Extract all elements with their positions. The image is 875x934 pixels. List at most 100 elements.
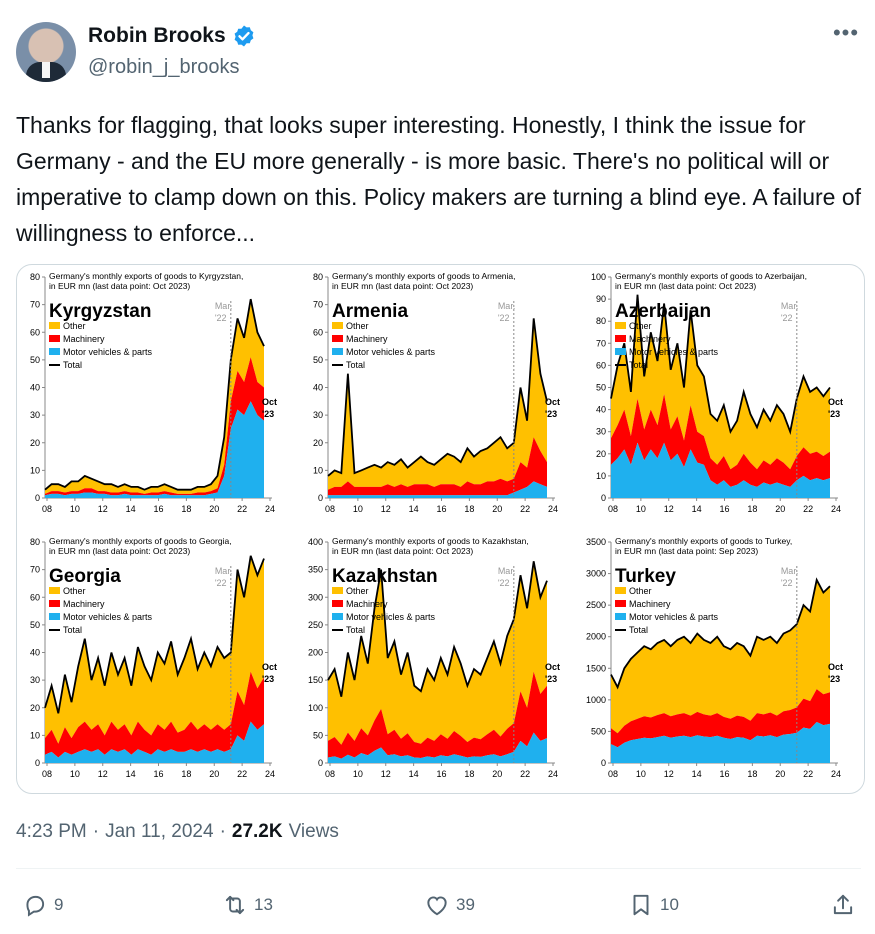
chart-title: Germany's monthly exports of goods to Ar… <box>332 271 516 281</box>
x-tick-label: 22 <box>520 769 530 779</box>
y-tick-label: 500 <box>591 726 606 736</box>
machinery-area <box>328 671 547 759</box>
x-tick-label: 18 <box>464 769 474 779</box>
x-tick-label: 08 <box>608 769 618 779</box>
y-tick-label: 3000 <box>586 569 606 579</box>
y-tick-label: 1000 <box>586 695 606 705</box>
x-tick-label: 24 <box>831 504 841 514</box>
annotation-oct: Oct <box>545 662 560 672</box>
chart-title: in EUR mn (last data point: Oct 2023) <box>49 281 190 291</box>
avatar[interactable] <box>16 22 76 82</box>
y-tick-label: 200 <box>308 648 323 658</box>
share-button[interactable] <box>830 892 856 918</box>
annotation-oct: Oct <box>828 662 843 672</box>
chart-panel: 0 10 20 30 40 50 60 70 80 90 100 08 10 12 14 16 18 20 22 24… <box>591 271 843 514</box>
y-tick-label: 400 <box>308 537 323 547</box>
chart-title: in EUR mn (last data point: Oct 2023) <box>332 546 473 556</box>
like-button[interactable]: 39 <box>424 892 475 918</box>
x-tick-label: 22 <box>237 769 247 779</box>
annotation-oct: Oct <box>262 397 277 407</box>
verified-badge-icon <box>234 25 254 47</box>
y-tick-label: 60 <box>596 360 606 370</box>
y-tick-label: 300 <box>308 592 323 602</box>
author-name[interactable]: Robin Brooks <box>88 24 226 47</box>
country-label: Armenia <box>332 301 408 322</box>
x-tick-label: 10 <box>353 504 363 514</box>
legend-label: Motor vehicles & parts <box>346 347 436 357</box>
legend-label: Other <box>63 321 86 331</box>
y-tick-label: 2500 <box>586 600 606 610</box>
total-line <box>327 561 548 697</box>
chart-panel: 0 10 20 30 40 50 60 70 80 08 10 12 14 16 18 20 22 24 Mar. '… <box>30 271 277 514</box>
x-tick-label: 22 <box>520 504 530 514</box>
y-tick-label: 20 <box>313 438 323 448</box>
y-tick-label: 0 <box>601 758 606 768</box>
x-tick-label: 18 <box>747 504 757 514</box>
y-tick-label: 80 <box>596 316 606 326</box>
legend-label: Machinery <box>63 334 105 344</box>
y-tick-label: 40 <box>30 648 40 658</box>
chart-panel: 0 10 20 30 40 50 60 70 80 08 10 12 14 16 18 20 22 24 Mar. '… <box>30 536 277 779</box>
tweet-time[interactable]: 4:23 PM <box>16 821 87 842</box>
x-tick-label: 12 <box>98 769 108 779</box>
x-tick-label: 22 <box>803 769 813 779</box>
x-tick-label: 16 <box>153 769 163 779</box>
legend-label: Motor vehicles & parts <box>63 612 153 622</box>
legend-swatch <box>49 348 60 355</box>
motor-area <box>45 721 264 763</box>
legend-label: Total <box>63 360 82 370</box>
x-tick-label: 24 <box>265 769 275 779</box>
legend-swatch <box>332 322 343 329</box>
annotation-mar: '22 <box>215 578 227 588</box>
legend-swatch <box>615 335 626 342</box>
y-tick-label: 10 <box>596 471 606 481</box>
chart-title: Germany's monthly exports of goods to Ky… <box>49 271 243 281</box>
legend-label: Machinery <box>346 334 388 344</box>
chart-title: Germany's monthly exports of goods to Az… <box>615 271 807 281</box>
legend-label: Total <box>346 360 365 370</box>
y-tick-label: 2000 <box>586 632 606 642</box>
reply-button[interactable]: 9 <box>22 892 63 918</box>
x-tick-label: 16 <box>719 504 729 514</box>
tweet-meta: 4:23 PM · Jan 11, 2024 · 27.2K Views <box>16 821 339 843</box>
chart-title: Germany's monthly exports of goods to Ka… <box>332 536 529 546</box>
repost-button[interactable]: 13 <box>222 892 273 918</box>
legend-label: Machinery <box>629 599 671 609</box>
y-tick-label: 50 <box>313 730 323 740</box>
heart-icon <box>427 896 447 916</box>
bookmark-count: 10 <box>660 895 679 914</box>
more-dots-icon[interactable]: ••• <box>832 20 860 45</box>
legend-label: Motor vehicles & parts <box>629 612 719 622</box>
annotation-oct: Oct <box>262 662 277 672</box>
annotation-mar: Mar. <box>215 566 233 576</box>
y-tick-label: 250 <box>308 620 323 630</box>
y-tick-label: 50 <box>596 383 606 393</box>
tweet-date[interactable]: Jan 11, 2024 <box>105 821 214 842</box>
machinery-area <box>611 689 830 748</box>
y-tick-label: 60 <box>313 327 323 337</box>
country-label: Turkey <box>615 566 676 587</box>
chart-image[interactable]: 0 10 20 30 40 50 60 70 80 08 10 12 14 16 18 20 22 24 Mar. '… <box>16 264 865 794</box>
annotation-oct: '23 <box>545 674 557 684</box>
y-tick-label: 30 <box>30 410 40 420</box>
x-tick-label: 12 <box>381 769 391 779</box>
y-tick-label: 0 <box>318 493 323 503</box>
y-tick-label: 150 <box>308 675 323 685</box>
y-tick-label: 90 <box>596 294 606 304</box>
x-tick-label: 12 <box>664 504 674 514</box>
y-tick-label: 50 <box>30 355 40 365</box>
x-tick-label: 14 <box>126 769 136 779</box>
other-area <box>328 561 547 745</box>
x-tick-label: 08 <box>42 504 52 514</box>
y-tick-label: 80 <box>313 272 323 282</box>
x-tick-label: 14 <box>126 504 136 514</box>
other-area <box>611 579 830 734</box>
legend-label: Other <box>346 586 369 596</box>
legend-label: Machinery <box>63 599 105 609</box>
author-handle[interactable]: @robin_j_brooks <box>88 56 240 78</box>
bookmark-button[interactable]: 10 <box>628 892 679 918</box>
motor-area <box>45 401 264 498</box>
legend-label: Motor vehicles & parts <box>346 612 436 622</box>
avatar-shirt <box>42 62 50 78</box>
divider <box>16 868 861 869</box>
